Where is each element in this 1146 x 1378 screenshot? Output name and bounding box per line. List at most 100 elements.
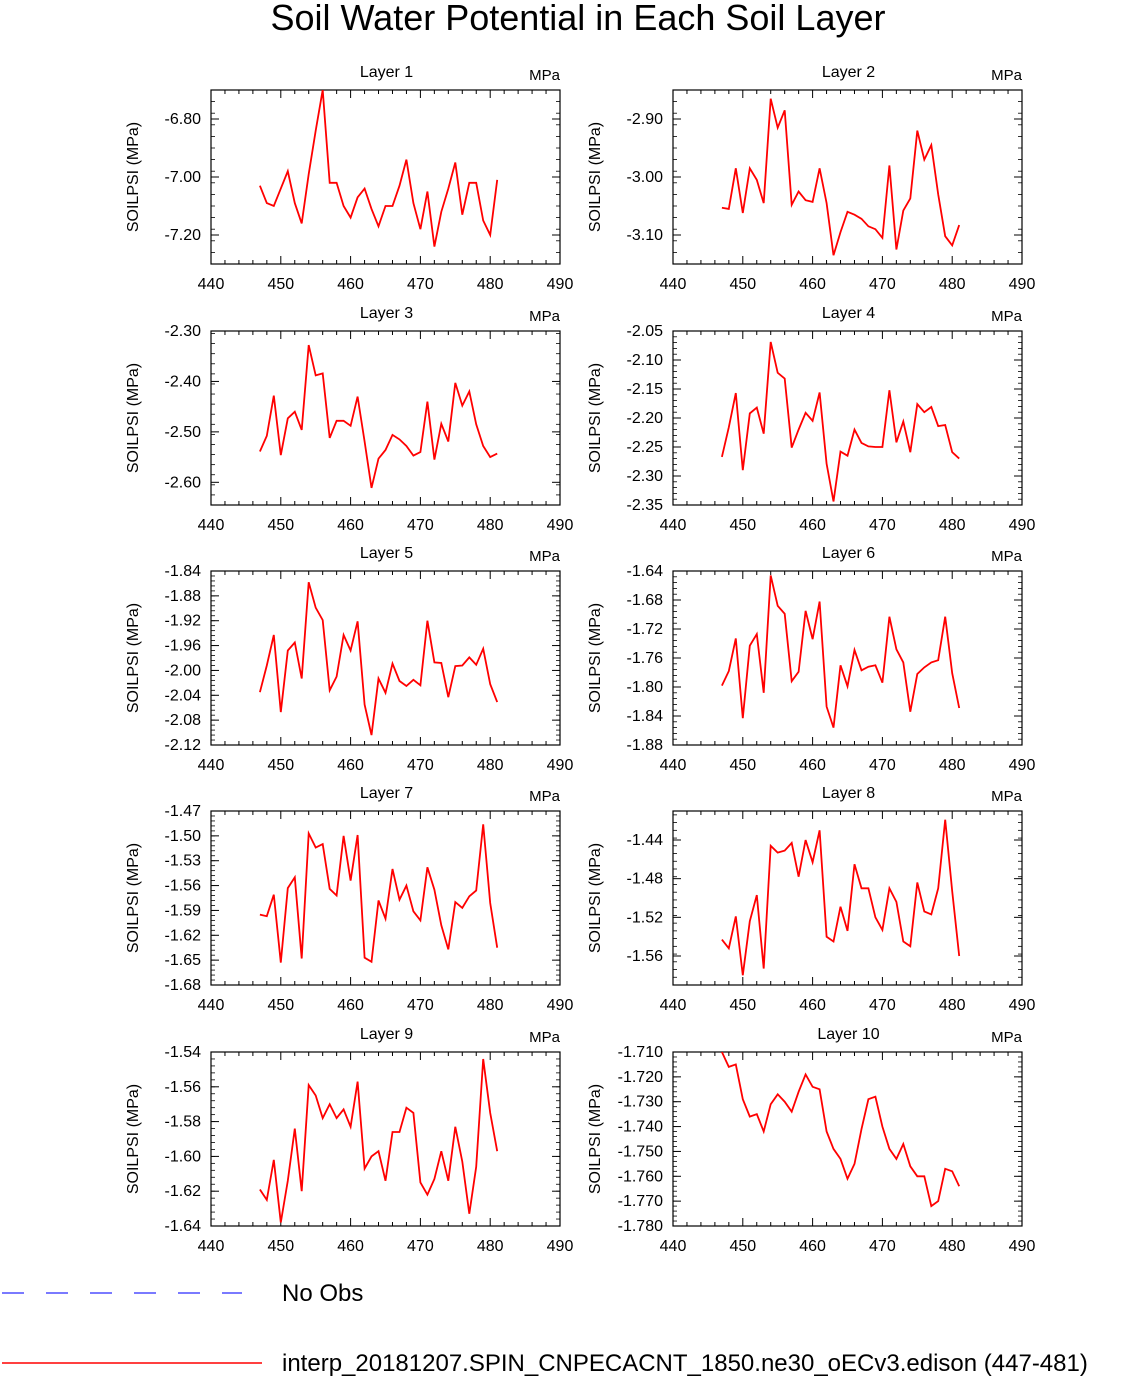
x-tick-label: 470	[869, 757, 896, 774]
y-tick-label: -1.62	[165, 1183, 202, 1200]
plot-frame	[210, 89, 561, 265]
y-tick-label: -2.20	[627, 410, 664, 427]
panel-units: MPa	[529, 67, 561, 84]
x-tick-label: 480	[477, 757, 504, 774]
x-tick-label: 490	[547, 276, 574, 293]
x-tick-label: 490	[547, 757, 574, 774]
panel-layer-6: Layer 6 MPa 440 450 460 470 480 490 -1.88 -1.84 -1…	[587, 545, 1035, 774]
x-tick-label: 470	[407, 517, 434, 534]
x-tick-label: 480	[939, 757, 966, 774]
y-tick-label: -1.68	[165, 977, 202, 994]
series-line	[259, 824, 499, 964]
plot-frame	[672, 810, 1023, 986]
y-tick-label: -7.20	[165, 227, 202, 244]
x-tick-label: 460	[799, 517, 826, 534]
panel-units: MPa	[991, 548, 1023, 565]
x-tick-label: 470	[869, 1238, 896, 1255]
panel-units: MPa	[529, 1029, 561, 1046]
y-tick-label: -2.15	[627, 381, 664, 398]
panel-title: Layer 4	[822, 305, 875, 322]
x-tick-label: 460	[337, 757, 364, 774]
series-line	[259, 90, 499, 247]
y-axis-label: SOILPSI (MPa)	[125, 122, 142, 232]
plot-frame	[672, 89, 1023, 265]
series-line	[721, 98, 961, 256]
panel-layer-7: Layer 7 MPa 440 450 460 470 480 490 -1.68 -1.65 -1…	[125, 785, 573, 1014]
y-tick-label: -1.52	[627, 909, 664, 926]
panel-title: Layer 3	[360, 305, 413, 322]
x-tick-label: 490	[547, 997, 574, 1014]
x-tick-label: 490	[1009, 1238, 1036, 1255]
y-axis-label: SOILPSI (MPa)	[125, 603, 142, 713]
y-tick-label: -1.710	[618, 1044, 663, 1061]
y-tick-label: -1.68	[627, 592, 664, 609]
y-tick-label: -2.08	[165, 712, 202, 729]
x-tick-label: 470	[407, 997, 434, 1014]
y-tick-label: -2.30	[627, 468, 664, 485]
y-tick-label: -1.80	[627, 679, 664, 696]
x-tick-label: 440	[198, 757, 225, 774]
x-tick-label: 480	[477, 1238, 504, 1255]
x-tick-label: 440	[660, 517, 687, 534]
y-tick-label: -1.64	[627, 563, 664, 580]
figure-title: Soil Water Potential in Each Soil Layer	[271, 0, 886, 38]
y-axis-label: SOILPSI (MPa)	[587, 843, 604, 953]
y-tick-label: -1.53	[165, 853, 202, 870]
x-tick-label: 440	[198, 276, 225, 293]
y-tick-label: -1.56	[165, 878, 202, 895]
x-tick-label: 460	[799, 276, 826, 293]
y-tick-label: -1.760	[618, 1168, 663, 1185]
series-line	[259, 581, 499, 736]
x-tick-label: 460	[337, 997, 364, 1014]
x-tick-label: 460	[799, 1238, 826, 1255]
panel-layer-3: Layer 3 MPa 440 450 460 470 480 490 -2.60 -2.50 -2…	[125, 305, 573, 534]
y-tick-label: -2.40	[165, 373, 202, 390]
x-tick-label: 480	[477, 997, 504, 1014]
plot-frame	[210, 330, 561, 506]
x-tick-label: 440	[660, 276, 687, 293]
panel-layer-9: Layer 9 MPa 440 450 460 470 480 490 -1.64 -1.62 -1…	[125, 1026, 573, 1255]
panel-units: MPa	[991, 1029, 1023, 1046]
x-tick-label: 440	[660, 1238, 687, 1255]
series-line	[721, 575, 961, 728]
x-tick-label: 440	[198, 1238, 225, 1255]
x-tick-label: 450	[267, 517, 294, 534]
plot-frame	[672, 330, 1023, 506]
plot-frame	[672, 570, 1023, 746]
x-tick-label: 440	[660, 997, 687, 1014]
x-tick-label: 460	[337, 276, 364, 293]
plot-frame	[210, 810, 561, 986]
x-tick-label: 480	[939, 517, 966, 534]
x-tick-label: 480	[939, 997, 966, 1014]
y-tick-label: -1.720	[618, 1069, 663, 1086]
y-tick-label: -1.76	[627, 650, 664, 667]
x-tick-label: 450	[729, 1238, 756, 1255]
series-line	[721, 819, 961, 976]
y-tick-label: -2.04	[165, 687, 202, 704]
x-tick-label: 490	[547, 1238, 574, 1255]
y-axis-label: SOILPSI (MPa)	[587, 1084, 604, 1194]
x-tick-label: 490	[1009, 997, 1036, 1014]
y-tick-label: -1.62	[165, 927, 202, 944]
panel-title: Layer 1	[360, 64, 413, 81]
y-tick-label: -1.65	[165, 952, 202, 969]
x-tick-label: 450	[729, 517, 756, 534]
y-tick-label: -1.56	[627, 948, 664, 965]
y-tick-label: -1.64	[165, 1218, 202, 1235]
panel-units: MPa	[529, 788, 561, 805]
x-tick-label: 440	[198, 997, 225, 1014]
x-tick-label: 450	[729, 997, 756, 1014]
x-tick-label: 450	[267, 757, 294, 774]
x-tick-label: 470	[407, 757, 434, 774]
y-tick-label: -1.770	[618, 1193, 663, 1210]
plot-frame	[210, 1051, 561, 1227]
x-tick-label: 480	[939, 276, 966, 293]
y-tick-label: -3.00	[627, 169, 664, 186]
panel-layer-8: Layer 8 MPa 440 450 460 470 480 490 -1.56 -1.52 -1…	[587, 785, 1035, 1014]
y-tick-label: -2.60	[165, 474, 202, 491]
y-tick-label: -1.44	[627, 832, 664, 849]
y-tick-label: -1.48	[627, 871, 664, 888]
panel-units: MPa	[991, 308, 1023, 325]
series-line	[259, 344, 498, 489]
